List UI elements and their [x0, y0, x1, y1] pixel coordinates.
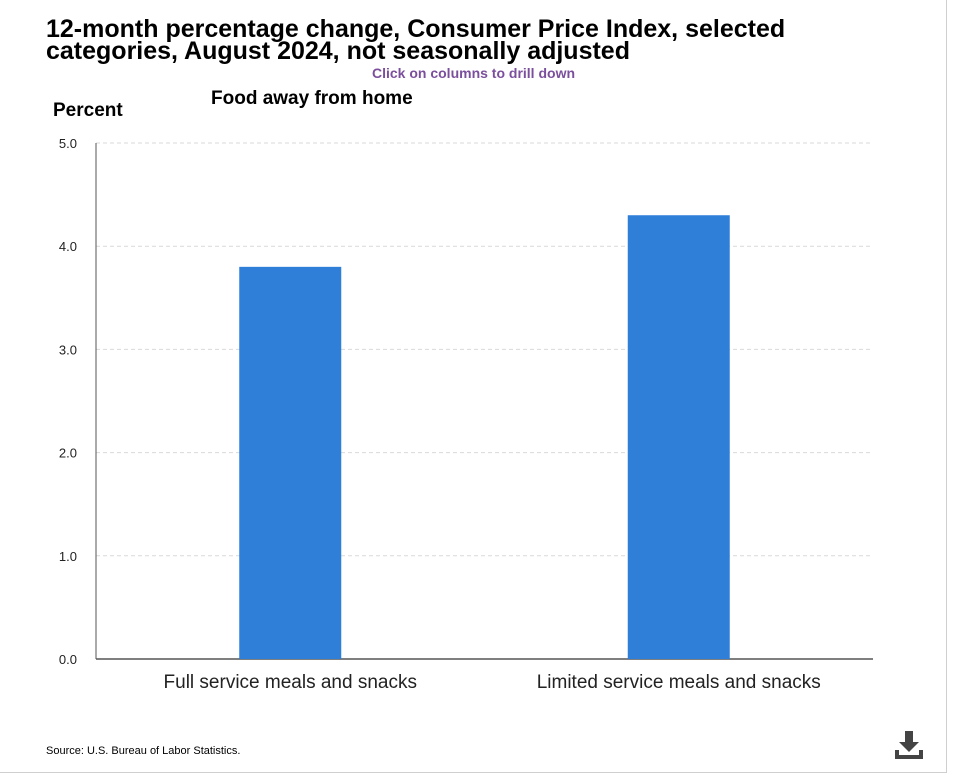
drill-down-hint[interactable]: Click on columns to drill down: [372, 65, 576, 81]
x-tick-label: Full service meals and snacks: [164, 672, 417, 693]
y-tick-label: 5.0: [59, 136, 77, 151]
bar[interactable]: [239, 266, 342, 659]
y-tick-label: 2.0: [59, 446, 77, 461]
download-icon: [895, 731, 923, 759]
y-axis-label: Percent: [53, 100, 123, 121]
y-tick-label: 3.0: [59, 342, 77, 357]
chart-subtitle: Food away from home: [211, 88, 413, 109]
source-note: Source: U.S. Bureau of Labor Statistics.: [46, 745, 241, 757]
y-tick-label: 0.0: [59, 652, 77, 667]
y-tick-label: 4.0: [59, 239, 77, 254]
x-tick-label: Limited service meals and snacks: [537, 672, 821, 693]
y-tick-label: 1.0: [59, 549, 77, 564]
download-button[interactable]: [892, 728, 926, 762]
bar[interactable]: [627, 215, 730, 660]
chart-container: [0, 0, 947, 773]
chart-title: 12-month percentage change, Consumer Pri…: [46, 15, 786, 65]
